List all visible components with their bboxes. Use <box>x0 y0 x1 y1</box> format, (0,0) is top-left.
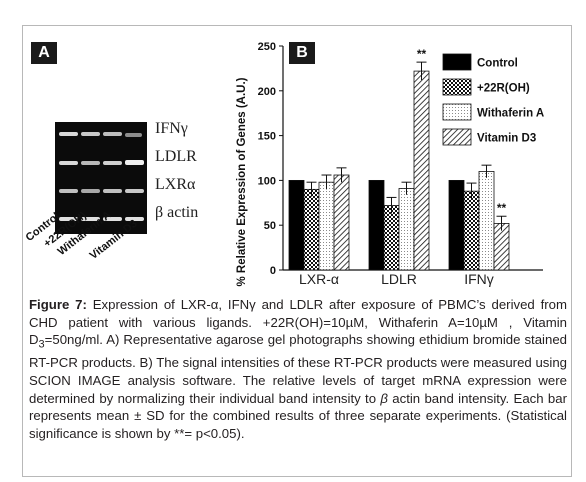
band <box>125 189 144 193</box>
band <box>81 189 100 193</box>
band <box>125 160 144 165</box>
band <box>103 189 122 193</box>
figure-caption: Figure 7: Expression of LXR-α, IFNγ and … <box>29 296 567 442</box>
legend-label: Vitamin D3 <box>477 133 536 145</box>
band <box>59 132 78 136</box>
significance-marker: ** <box>497 201 507 215</box>
chart-legend: Control +22R(OH) Withaferin A Vitamin D3 <box>442 53 544 146</box>
y-tick-label: 250 <box>258 41 276 53</box>
gel-row-ldlr <box>55 150 147 177</box>
caption-text-1: Expression of LXR-α, IFNγ and LDLR after… <box>29 297 567 348</box>
bar <box>368 179 385 271</box>
gel-row-lxra <box>55 178 147 205</box>
gene-label-ldlr: LDLR <box>155 148 197 165</box>
gel-row-ifng <box>55 122 147 149</box>
significance-marker: ** <box>417 47 427 61</box>
band <box>59 161 78 165</box>
bar <box>288 179 305 271</box>
figure-area: A <box>23 26 571 296</box>
bar <box>398 188 415 271</box>
x-tick-label: LXR-α <box>299 271 339 287</box>
y-tick-label: 100 <box>258 175 276 187</box>
y-tick-label: 200 <box>258 86 276 98</box>
y-tick-label: 50 <box>264 220 276 232</box>
gene-label-beta-actin: β actin <box>155 204 199 221</box>
legend-label: Control <box>477 58 518 70</box>
chart-bars: ** ** <box>288 47 510 271</box>
band <box>103 132 122 136</box>
x-tick-label: LDLR <box>381 271 417 287</box>
band <box>125 217 144 221</box>
panel-a-label: A <box>31 42 57 64</box>
legend-label: Withaferin A <box>477 108 544 120</box>
legend-label: +22R(OH) <box>477 83 530 95</box>
band <box>103 161 122 165</box>
bar <box>413 70 430 271</box>
caption-label: Figure 7: <box>29 297 87 312</box>
bar <box>463 190 480 271</box>
gel-image <box>55 122 147 234</box>
band <box>125 133 142 137</box>
y-tick-label: 150 <box>258 131 276 143</box>
caption-beta: β <box>380 390 388 406</box>
legend-swatch <box>442 128 472 146</box>
band <box>59 217 78 221</box>
gene-label-lxra: LXRα <box>155 176 196 193</box>
caption-subscript: 3 <box>38 338 45 351</box>
x-tick-label: IFNγ <box>464 271 494 287</box>
bar-chart: % Relative Expression of Genes (A.U.) 0 5… <box>236 41 544 287</box>
gel-row-beta-actin <box>55 206 147 233</box>
band <box>81 161 100 165</box>
y-tick-label: 0 <box>270 265 276 277</box>
bar <box>383 205 400 271</box>
bar <box>448 179 465 271</box>
legend-swatch <box>442 53 472 71</box>
legend-swatch <box>442 78 472 96</box>
legend-swatch <box>442 103 472 121</box>
gene-label-ifng: IFNγ <box>155 120 188 137</box>
band <box>81 132 100 136</box>
caption-text-2: =50ng/ml. A) Representative agarose gel … <box>29 332 567 406</box>
bar <box>333 174 350 271</box>
panel-b-label: B <box>289 42 315 64</box>
band <box>59 189 78 193</box>
figure-frame: A <box>22 25 572 477</box>
band <box>81 217 100 221</box>
bar <box>303 188 320 271</box>
y-axis-label: % Relative Expression of Genes (A.U.) <box>236 77 248 286</box>
band <box>103 217 122 221</box>
bar <box>318 181 335 271</box>
caption-text-3: actin band intensity. Each bar represent… <box>29 390 567 441</box>
bar <box>478 171 495 271</box>
